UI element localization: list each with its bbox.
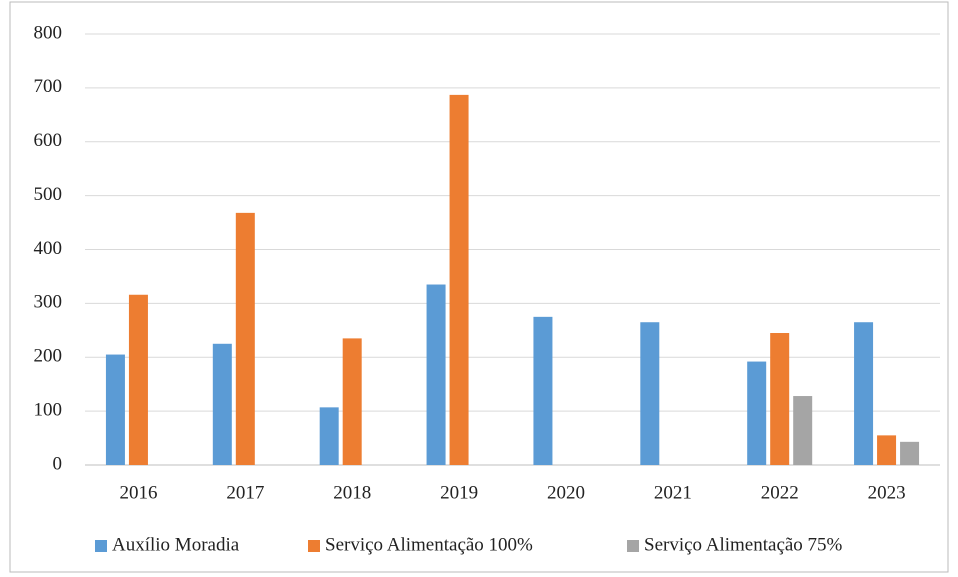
- bar: [770, 333, 790, 465]
- bar: [793, 396, 813, 465]
- bar: [449, 94, 469, 465]
- y-tick-label: 600: [34, 130, 63, 151]
- y-tick-label: 500: [34, 184, 63, 205]
- bar: [640, 322, 660, 465]
- bar: [877, 435, 897, 465]
- y-tick-label: 200: [34, 346, 63, 367]
- bar: [854, 322, 874, 465]
- y-tick-label: 800: [34, 22, 63, 43]
- bar: [128, 294, 148, 465]
- y-tick-label: 400: [34, 238, 63, 259]
- bar: [426, 284, 446, 465]
- legend-swatch: [95, 540, 107, 552]
- x-tick-label: 2023: [868, 482, 906, 503]
- legend-label: Serviço Alimentação 100%: [325, 534, 533, 555]
- bar: [212, 343, 232, 465]
- bar: [342, 338, 362, 465]
- legend-label: Serviço Alimentação 75%: [644, 534, 843, 555]
- x-tick-label: 2022: [761, 482, 799, 503]
- legend-label: Auxílio Moradia: [112, 534, 240, 555]
- chart-border: [9, 1, 949, 573]
- legend-swatch: [627, 540, 639, 552]
- bar: [319, 407, 339, 465]
- bar: [900, 441, 920, 465]
- y-tick-label: 300: [34, 292, 63, 313]
- bar: [235, 212, 255, 465]
- x-tick-label: 2019: [440, 482, 478, 503]
- bar: [747, 361, 767, 465]
- x-tick-label: 2021: [654, 482, 692, 503]
- x-tick-label: 2020: [547, 482, 585, 503]
- legend-swatch: [308, 540, 320, 552]
- x-tick-label: 2016: [119, 482, 157, 503]
- x-tick-label: 2017: [226, 482, 264, 503]
- bar: [533, 316, 553, 465]
- y-tick-label: 0: [53, 453, 63, 474]
- bar: [105, 354, 125, 465]
- x-tick-label: 2018: [333, 482, 371, 503]
- y-tick-label: 100: [34, 399, 63, 420]
- y-tick-label: 700: [34, 76, 63, 97]
